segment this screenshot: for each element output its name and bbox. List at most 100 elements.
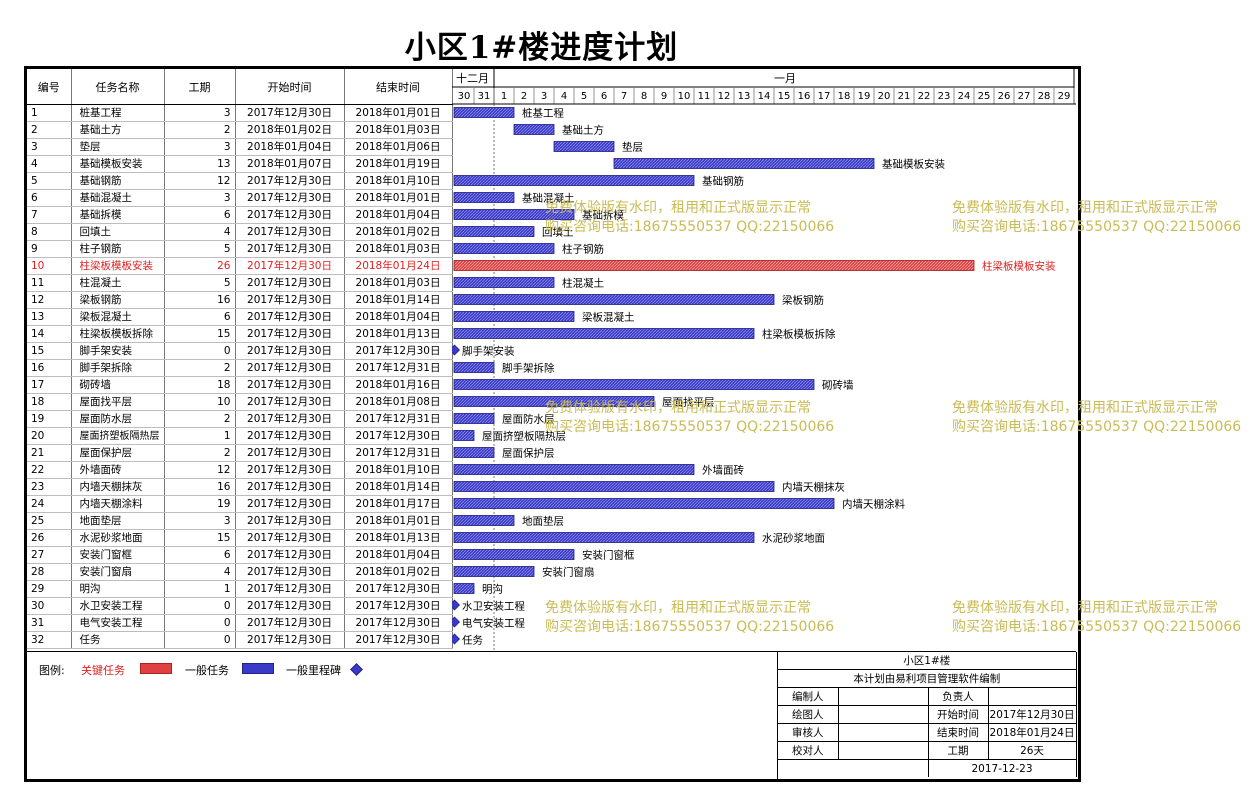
task-name: 脚手架安装 (71, 342, 165, 360)
table-row[interactable]: 3 垫层 3 2018年01月04日 2018年01月06日 (27, 138, 453, 156)
task-id: 8 (27, 223, 72, 241)
bar-label: 地面垫层 (522, 515, 564, 528)
task-name: 基础土方 (71, 121, 165, 139)
table-row[interactable]: 1 桩基工程 3 2017年12月30日 2018年01月01日 (27, 104, 453, 122)
task-id: 32 (27, 631, 72, 649)
table-row[interactable]: 4 基础模板安装 13 2018年01月07日 2018年01月19日 (27, 155, 453, 173)
task-duration: 2 (164, 410, 236, 428)
table-row[interactable]: 12 梁板钢筋 16 2017年12月30日 2018年01月14日 (27, 291, 453, 309)
bar-label: 垫层 (622, 141, 643, 154)
task-id: 7 (27, 206, 72, 224)
table-row[interactable]: 5 基础钢筋 12 2017年12月30日 2018年01月10日 (27, 172, 453, 190)
task-id: 14 (27, 325, 72, 343)
task-start: 2017年12月30日 (235, 172, 345, 190)
bar-label: 屋面挤塑板隔热层 (482, 430, 566, 443)
task-id: 25 (27, 512, 72, 530)
legend-normal-swatch (242, 663, 274, 674)
info-drawer-value[interactable] (838, 705, 929, 724)
bar-label: 基础土方 (562, 124, 604, 137)
header-duration[interactable]: 工期 (164, 69, 236, 105)
table-row[interactable]: 9 柱子钢筋 5 2017年12月30日 2018年01月03日 (27, 240, 453, 258)
table-row[interactable]: 24 内墙天棚涂料 19 2017年12月30日 2018年01月17日 (27, 495, 453, 513)
watermark-line1: 免费体验版有水印，租用和正式版显示正常 (545, 200, 811, 216)
bar-label: 明沟 (482, 583, 503, 596)
task-name: 梁板钢筋 (71, 291, 165, 309)
bar-label: 安装门窗框 (582, 549, 635, 562)
info-date: 2017-12-23 (928, 759, 1077, 777)
task-duration: 12 (164, 461, 236, 479)
task-id: 16 (27, 359, 72, 377)
table-row[interactable]: 32 任务 0 2017年12月30日 2017年12月30日 (27, 631, 453, 649)
task-start: 2017年12月30日 (235, 631, 345, 649)
table-row[interactable]: 20 屋面挤塑板隔热层 1 2017年12月30日 2017年12月30日 (27, 427, 453, 445)
task-end: 2018年01月01日 (344, 189, 453, 207)
bar-label: 梁板混凝土 (582, 311, 635, 324)
info-owner-value[interactable] (988, 687, 1077, 706)
bar-label: 电气安装工程 (462, 617, 525, 630)
task-start: 2017年12月30日 (235, 291, 345, 309)
task-duration: 16 (164, 478, 236, 496)
table-row[interactable]: 18 屋面找平层 10 2017年12月30日 2018年01月08日 (27, 393, 453, 411)
task-start: 2017年12月30日 (235, 614, 345, 632)
task-bar (453, 430, 475, 441)
task-start: 2017年12月30日 (235, 274, 345, 292)
table-row[interactable]: 31 电气安装工程 0 2017年12月30日 2017年12月30日 (27, 614, 453, 632)
table-row[interactable]: 14 柱梁板模板拆除 15 2017年12月30日 2018年01月13日 (27, 325, 453, 343)
task-bar (453, 328, 755, 339)
watermark-line2: 购买咨询电话:18675550537 QQ:22150066 (545, 419, 835, 435)
table-row[interactable]: 30 水卫安装工程 0 2017年12月30日 2017年12月30日 (27, 597, 453, 615)
task-name: 柱混凝土 (71, 274, 165, 292)
task-duration: 1 (164, 427, 236, 445)
info-reviewer-value[interactable] (838, 723, 929, 742)
task-duration: 15 (164, 325, 236, 343)
task-duration: 0 (164, 342, 236, 360)
table-row[interactable]: 6 基础混凝土 3 2017年12月30日 2018年01月01日 (27, 189, 453, 207)
legend-milestone-icon (350, 663, 363, 676)
table-row[interactable]: 2 基础土方 2 2018年01月02日 2018年01月03日 (27, 121, 453, 139)
task-id: 22 (27, 461, 72, 479)
table-row[interactable]: 27 安装门窗框 6 2017年12月30日 2018年01月04日 (27, 546, 453, 564)
task-end: 2017年12月31日 (344, 444, 453, 462)
table-row[interactable]: 28 安装门窗扇 4 2017年12月30日 2018年01月02日 (27, 563, 453, 581)
task-name: 基础钢筋 (71, 172, 165, 190)
task-start: 2017年12月30日 (235, 240, 345, 258)
bar-label: 脚手架安装 (462, 345, 515, 358)
task-name: 基础拆模 (71, 206, 165, 224)
task-id: 6 (27, 189, 72, 207)
table-row[interactable]: 17 砌砖墙 18 2017年12月30日 2018年01月16日 (27, 376, 453, 394)
task-duration: 2 (164, 121, 236, 139)
table-row[interactable]: 21 屋面保护层 2 2017年12月30日 2017年12月31日 (27, 444, 453, 462)
task-start: 2018年01月02日 (235, 121, 345, 139)
table-row[interactable]: 29 明沟 1 2017年12月30日 2017年12月30日 (27, 580, 453, 598)
info-editor-value[interactable] (838, 687, 929, 706)
header-start[interactable]: 开始时间 (235, 69, 345, 105)
task-id: 19 (27, 410, 72, 428)
watermark: 免费体验版有水印，租用和正式版显示正常 购买咨询电话:18675550537 QQ… (952, 399, 1241, 437)
table-row[interactable]: 8 回填土 4 2017年12月30日 2018年01月02日 (27, 223, 453, 241)
header-end[interactable]: 结束时间 (344, 69, 453, 105)
table-row[interactable]: 19 屋面防水层 2 2017年12月30日 2017年12月31日 (27, 410, 453, 428)
day-label: 7 (621, 91, 627, 102)
table-row[interactable]: 7 基础拆模 6 2017年12月30日 2018年01月04日 (27, 206, 453, 224)
bar-label: 外墙面砖 (702, 464, 744, 477)
task-bar (453, 192, 515, 203)
task-name: 梁板混凝土 (71, 308, 165, 326)
table-row[interactable]: 22 外墙面砖 12 2017年12月30日 2018年01月10日 (27, 461, 453, 479)
table-row[interactable]: 11 柱混凝土 5 2017年12月30日 2018年01月03日 (27, 274, 453, 292)
table-row[interactable]: 23 内墙天棚抹灰 16 2017年12月30日 2018年01月14日 (27, 478, 453, 496)
info-checker-value[interactable] (838, 741, 929, 760)
task-id: 2 (27, 121, 72, 139)
task-id: 31 (27, 614, 72, 632)
table-row[interactable]: 16 脚手架拆除 2 2017年12月30日 2017年12月31日 (27, 359, 453, 377)
header-id[interactable]: 编号 (27, 69, 72, 105)
table-row[interactable]: 15 脚手架安装 0 2017年12月30日 2017年12月30日 (27, 342, 453, 360)
task-bar (453, 447, 495, 458)
header-name[interactable]: 任务名称 (71, 69, 165, 105)
table-row[interactable]: 26 水泥砂浆地面 15 2017年12月30日 2018年01月13日 (27, 529, 453, 547)
table-row[interactable]: 10 柱梁板模板安装 26 2017年12月30日 2018年01月24日 (27, 257, 453, 275)
task-name: 屋面防水层 (71, 410, 165, 428)
table-row[interactable]: 13 梁板混凝土 6 2017年12月30日 2018年01月04日 (27, 308, 453, 326)
table-row[interactable]: 25 地面垫层 3 2017年12月30日 2018年01月01日 (27, 512, 453, 530)
info-checker-label: 校对人 (778, 741, 839, 760)
day-label: 14 (758, 91, 771, 102)
